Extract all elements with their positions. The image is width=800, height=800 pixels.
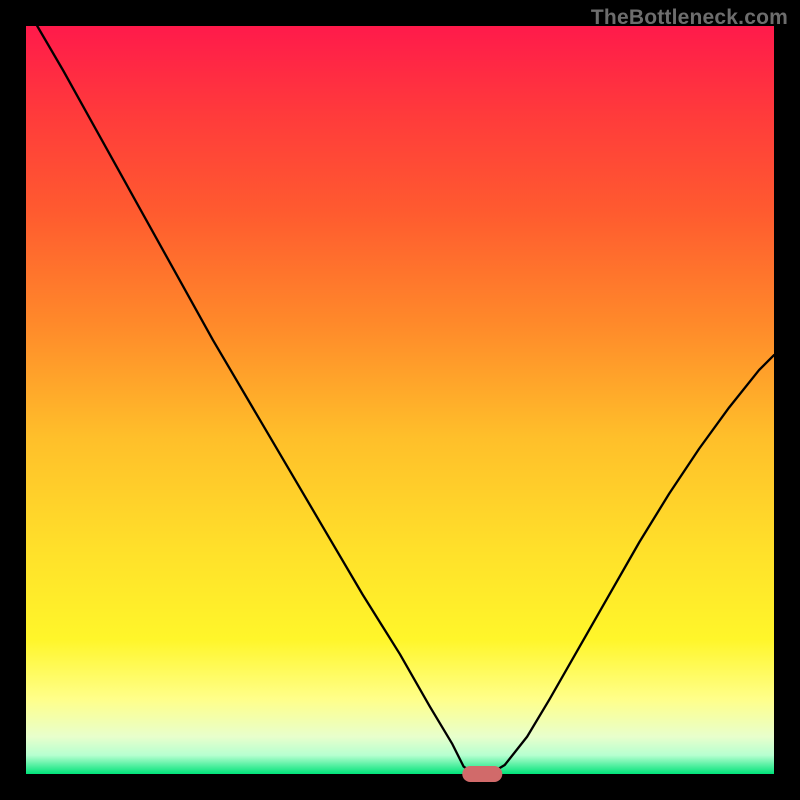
optimal-marker (462, 766, 502, 782)
plot-background (26, 26, 774, 774)
chart-canvas (0, 0, 800, 800)
bottleneck-chart: TheBottleneck.com (0, 0, 800, 800)
